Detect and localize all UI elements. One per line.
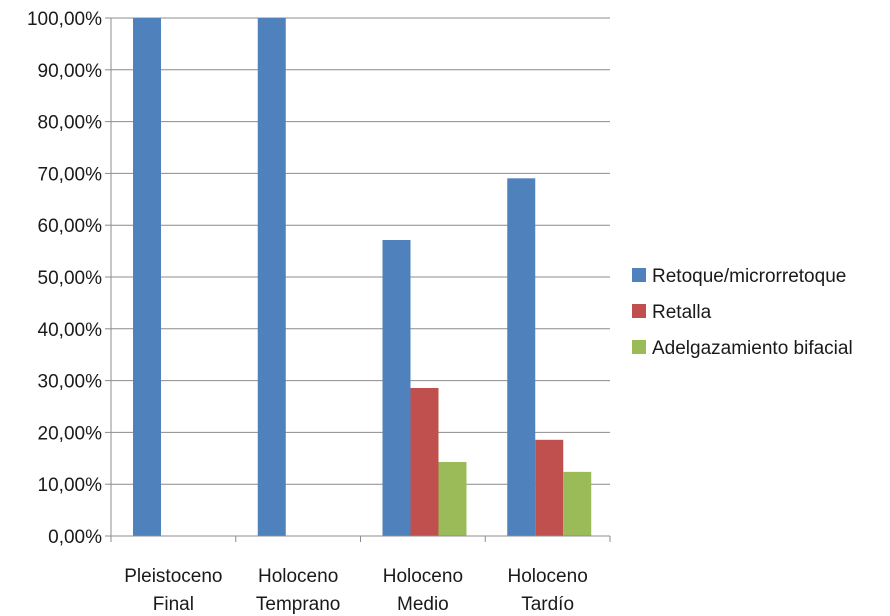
x-category-label: Medio [397, 594, 449, 615]
bar-retoque-microrretoque-3 [507, 178, 536, 537]
legend: Retoque/microrretoque Retalla Adelgazamien… [632, 266, 853, 359]
y-tick-label: 50,00% [38, 268, 103, 289]
legend-swatch [632, 304, 646, 318]
x-category-label: Holoceno [507, 566, 587, 587]
legend-label: Adelgazamiento bifacial [652, 338, 853, 359]
y-axis-tick-labels: 0,00% 10,00% 20,00% 30,00% 40,00% 50,00% 60,00… [27, 9, 102, 548]
x-category-label: Holoceno [383, 566, 463, 587]
bar-retoque-microrretoque-1 [257, 18, 286, 536]
legend-swatch [632, 268, 646, 282]
y-tick-label: 10,00% [38, 475, 103, 496]
x-axis-category-labels: Pleistoceno Final Holoceno Temprano Holoceno… [124, 566, 588, 615]
x-category-label: Pleistoceno [124, 566, 222, 587]
x-category-label: Temprano [256, 594, 341, 615]
y-tick-label: 20,00% [38, 423, 103, 444]
y-tick-label: 80,00% [38, 113, 103, 134]
x-category-label: Holoceno [258, 566, 338, 587]
bar-retalla-3 [535, 439, 564, 536]
legend-label: Retalla [652, 302, 712, 323]
y-tick-label: 70,00% [38, 164, 103, 185]
axes [110, 18, 611, 542]
bar-retoque-microrretoque-2 [382, 240, 411, 536]
y-tick-label: 90,00% [38, 61, 103, 82]
bar-adelgazamiento-bifacial-3 [563, 471, 592, 536]
y-tick-label: 30,00% [38, 372, 103, 393]
x-category-label: Tardío [521, 594, 574, 615]
bar-adelgazamiento-bifacial-2 [438, 461, 467, 536]
bars [133, 18, 592, 537]
y-tick-label: 60,00% [38, 216, 103, 237]
y-tick-label: 100,00% [27, 9, 102, 30]
x-category-label: Final [153, 594, 194, 615]
y-tick-label: 40,00% [38, 320, 103, 341]
bar-retoque-microrretoque-0 [133, 18, 161, 536]
legend-swatch [632, 340, 646, 354]
bar-retalla-2 [410, 388, 439, 536]
legend-label: Retoque/microrretoque [652, 266, 846, 287]
y-tick-label: 0,00% [48, 527, 102, 548]
